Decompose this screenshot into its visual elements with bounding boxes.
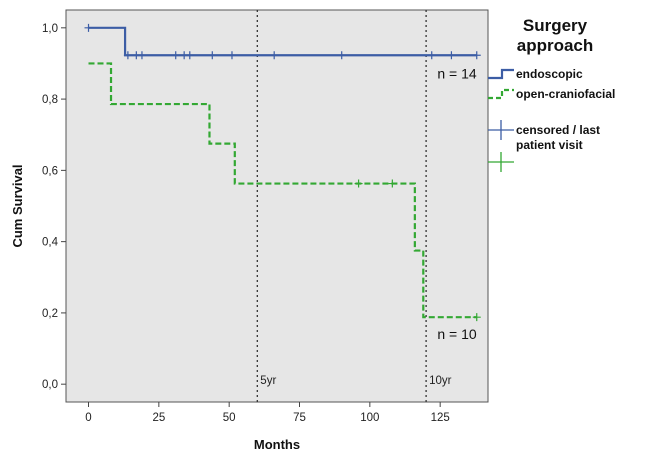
reference-line-label: 10yr [429,375,452,387]
y-tick-label: 0,6 [42,165,58,177]
legend-title: Surgery [523,16,588,35]
legend-label: open-craniofacial [516,87,615,101]
x-tick-label: 25 [152,412,165,424]
censor-mark [337,51,346,60]
censor-mark [472,51,481,60]
legend-title: approach [517,36,594,55]
legend-line-swatch [488,68,514,80]
censor-mark [388,179,397,188]
y-tick-label: 0,0 [42,379,58,391]
series-annotation: n = 10 [437,326,477,342]
legend-label: patient visit [516,138,583,152]
annotations: n = 14 n = 10 [437,65,477,342]
legend-censor-swatch [488,120,514,140]
legend-line-swatch [488,88,514,100]
censor-mark [208,51,217,60]
y-tick-label: 1,0 [42,23,58,35]
censor-mark [270,51,279,60]
x-axis-title: Months [254,437,300,452]
censor-mark [171,51,180,60]
legend-label: endoscopic [516,67,583,81]
censor-mark [84,23,93,32]
x-tick-label: 50 [223,412,236,424]
censor-mark [185,51,194,60]
axes: 0 25 50 75 100 125 0,0 0,2 0,4 0,6 0,8 1,0 [42,23,450,424]
plot-background [65,9,489,403]
series-line-open-craniofacial [88,62,477,319]
y-axis-title: Cum Survival [10,164,25,247]
x-tick-label: 0 [85,412,91,424]
censor-mark [354,179,363,188]
series-line-endoscopic [88,26,477,57]
censor-mark [123,51,132,60]
y-tick-label: 0,4 [42,237,59,249]
series-annotation: n = 14 [437,65,477,81]
y-tick-label: 0,2 [42,308,58,320]
x-tick-label: 75 [293,412,306,424]
censor-mark [427,51,436,60]
censor-mark [137,51,146,60]
x-tick-label: 100 [360,412,379,424]
reference-lines: 5yr 10yr [256,10,452,402]
censor-mark [472,313,481,322]
censor-mark [447,51,456,60]
x-tick-label: 125 [431,412,450,424]
legend-label: censored / last [516,123,600,137]
reference-line-label: 5yr [260,375,276,387]
y-tick-label: 0,8 [42,94,58,106]
censor-mark [227,51,236,60]
legend-censor-swatch [488,152,514,172]
series-layer [84,23,481,322]
